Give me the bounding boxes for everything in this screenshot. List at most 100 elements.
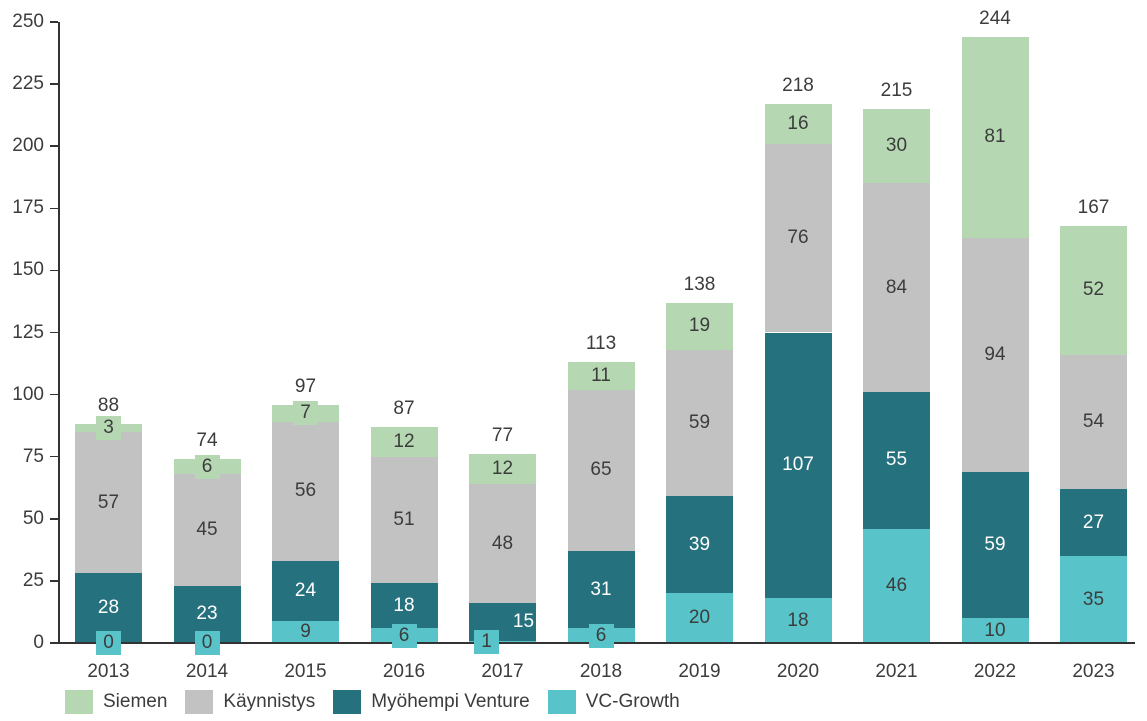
total-label-2013: 88 <box>97 395 120 417</box>
y-tick-mark-75 <box>50 455 58 458</box>
legend-label-siemen: Siemen <box>103 691 168 712</box>
x-tick-label-2022: 2022 <box>973 661 1017 682</box>
segment-2018-k-ynnistys <box>567 389 635 552</box>
y-tick-label-75: 75 <box>22 445 44 467</box>
x-tick-label-2023: 2023 <box>1072 661 1115 682</box>
segment-2017-siemen <box>469 454 536 484</box>
y-tick-mark-225 <box>50 83 58 85</box>
total-label-2018: 113 <box>585 333 617 355</box>
x-tick-label-2017: 2017 <box>481 661 524 682</box>
x-tick-label-2016: 2016 <box>382 661 426 682</box>
total-label-2015: 97 <box>294 375 317 397</box>
total-label-2022: 244 <box>979 7 1011 29</box>
segment-2023-vc-growth <box>1060 556 1127 643</box>
y-tick-label-0: 0 <box>33 632 44 653</box>
segment-2020-k-ynnistys <box>764 143 832 333</box>
legend-swatch-k-ynnistys <box>185 690 214 714</box>
y-tick-mark-250 <box>50 21 58 23</box>
x-tick-label-2014: 2014 <box>185 661 229 682</box>
segment-2023-my-hempi-venture <box>1060 488 1127 557</box>
y-tick-mark-150 <box>50 269 58 272</box>
x-tick-label-2015: 2015 <box>284 661 327 682</box>
legend-swatch-my-hempi-venture <box>333 690 362 714</box>
legend-item-siemen: Siemen <box>65 690 167 714</box>
y-tick-label-25: 25 <box>22 569 44 591</box>
x-tick-label-2013: 2013 <box>87 661 130 682</box>
segment-2017-vc-growth <box>469 640 536 643</box>
segment-2013-k-ynnistys <box>75 431 142 574</box>
segment-2021-my-hempi-venture <box>863 392 930 529</box>
total-label-2023: 167 <box>1077 196 1110 218</box>
y-tick-mark-25 <box>50 580 58 582</box>
y-tick-mark-175 <box>50 207 58 210</box>
segment-2022-my-hempi-venture <box>961 471 1029 619</box>
segment-badge-2017-vc-growth: 1 <box>474 629 499 654</box>
segment-2021-siemen <box>863 108 930 184</box>
segment-2022-vc-growth <box>961 618 1029 643</box>
segment-2019-vc-growth <box>666 593 733 643</box>
segment-2015-vc-growth <box>272 620 339 643</box>
segment-2021-k-ynnistys <box>863 183 930 393</box>
legend-item-vc-growth: VC-Growth <box>547 690 680 714</box>
segment-2021-vc-growth <box>863 528 930 643</box>
segment-2018-siemen <box>567 362 635 390</box>
legend-item-my-hempi-venture: Myöhempi Venture <box>333 690 530 714</box>
total-label-2019: 138 <box>683 273 716 295</box>
segment-2023-siemen <box>1060 225 1127 355</box>
x-tick-label-2021: 2021 <box>875 661 918 682</box>
x-tick-label-2019: 2019 <box>678 661 721 682</box>
segment-2015-k-ynnistys <box>272 421 339 562</box>
y-tick-label-125: 125 <box>12 321 44 343</box>
segment-2019-siemen <box>666 302 733 350</box>
segment-2020-my-hempi-venture <box>764 332 832 599</box>
total-label-2021: 215 <box>880 79 913 101</box>
legend-label-vc-growth: VC-Growth <box>585 691 680 712</box>
segment-2019-my-hempi-venture <box>666 496 733 594</box>
segment-2019-k-ynnistys <box>666 349 733 497</box>
segment-2016-siemen <box>370 426 438 457</box>
segment-2023-k-ynnistys <box>1060 354 1127 489</box>
segment-2015-my-hempi-venture <box>272 561 339 621</box>
segment-badge-2013-vc-growth: 0 <box>96 631 121 655</box>
y-tick-label-100: 100 <box>12 383 44 405</box>
total-label-2014: 74 <box>196 430 218 452</box>
y-tick-mark-100 <box>50 393 58 396</box>
segment-badge-2016-vc-growth: 6 <box>391 623 417 648</box>
segment-2018-my-hempi-venture <box>567 551 635 629</box>
legend-swatch-vc-growth <box>547 690 576 714</box>
legend-label-my-hempi-venture: Myöhempi Venture <box>371 691 530 712</box>
segment-2014-k-ynnistys <box>173 474 241 586</box>
legend-item-k-ynnistys: Käynnistys <box>185 690 315 714</box>
segment-2020-vc-growth <box>764 598 832 643</box>
legend: Siemen Käynnistys Myöhempi Venture VC-Growt… <box>65 690 680 714</box>
x-tick-label-2018: 2018 <box>579 661 623 682</box>
y-tick-label-250: 250 <box>12 11 44 32</box>
segment-2017-k-ynnistys <box>469 484 536 604</box>
segment-badge-2018-vc-growth: 6 <box>588 623 614 648</box>
x-tick-label-2020: 2020 <box>776 661 820 682</box>
total-label-2020: 218 <box>782 74 814 96</box>
segment-badge-2015-siemen: 7 <box>293 401 318 426</box>
y-axis-line <box>58 22 60 643</box>
segment-badge-2013-siemen: 3 <box>96 416 121 441</box>
segment-2016-k-ynnistys <box>370 456 438 584</box>
y-tick-label-200: 200 <box>12 135 44 157</box>
y-tick-label-225: 225 <box>12 73 44 95</box>
segment-2022-k-ynnistys <box>961 238 1029 472</box>
y-tick-mark-50 <box>50 518 58 520</box>
total-label-2016: 87 <box>393 397 415 419</box>
y-tick-mark-0 <box>50 642 58 644</box>
total-label-2017: 77 <box>491 425 514 447</box>
y-tick-mark-125 <box>50 331 58 334</box>
y-tick-mark-200 <box>50 145 58 147</box>
segment-2016-my-hempi-venture <box>370 583 438 629</box>
legend-label-k-ynnistys: Käynnistys <box>223 691 316 712</box>
y-tick-label-150: 150 <box>12 259 44 281</box>
segment-badge-2014-siemen: 6 <box>194 454 220 479</box>
y-tick-label-175: 175 <box>12 197 44 219</box>
segment-2022-siemen <box>961 36 1029 239</box>
segment-2020-siemen <box>764 103 832 144</box>
legend-swatch-siemen <box>65 690 93 714</box>
y-tick-label-50: 50 <box>22 507 44 529</box>
